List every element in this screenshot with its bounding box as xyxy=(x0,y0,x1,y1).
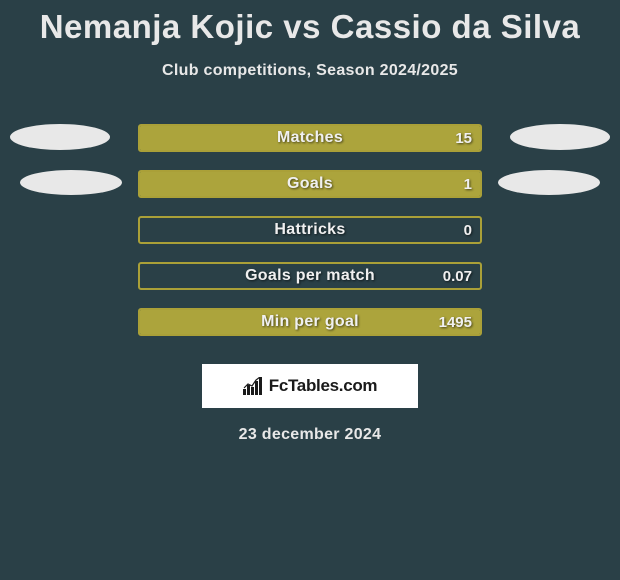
stat-label: Goals xyxy=(140,175,480,193)
stat-row: Goals per match0.07 xyxy=(0,262,620,290)
right-ellipse xyxy=(498,170,600,195)
stat-row: Matches15 xyxy=(0,124,620,152)
stat-label: Hattricks xyxy=(140,221,480,239)
logo-box[interactable]: FcTables.com xyxy=(202,364,418,408)
left-ellipse xyxy=(20,170,122,195)
stat-value: 0 xyxy=(464,222,472,239)
stat-value: 1 xyxy=(464,176,472,193)
right-ellipse xyxy=(510,124,610,150)
stat-row: Goals1 xyxy=(0,170,620,198)
stat-bar: Goals1 xyxy=(138,170,482,198)
stat-bar: Hattricks0 xyxy=(138,216,482,244)
stat-label: Min per goal xyxy=(140,313,480,331)
stat-label: Goals per match xyxy=(140,267,480,285)
logo-chart-icon xyxy=(243,377,265,395)
stat-label: Matches xyxy=(140,129,480,147)
stat-bar: Goals per match0.07 xyxy=(138,262,482,290)
subtitle: Club competitions, Season 2024/2025 xyxy=(162,62,458,80)
comparison-rows: Matches15 Goals1 Hattricks0 Goals per match… xyxy=(0,124,620,354)
logo-text: FcTables.com xyxy=(269,376,378,396)
stat-value: 1495 xyxy=(439,314,472,331)
stat-bar: Min per goal1495 xyxy=(138,308,482,336)
page-title: Nemanja Kojic vs Cassio da Silva xyxy=(40,8,581,46)
stat-row: Min per goal1495 xyxy=(0,308,620,336)
left-ellipse xyxy=(10,124,110,150)
stat-value: 0.07 xyxy=(443,268,472,285)
stat-value: 15 xyxy=(455,130,472,147)
date-label: 23 december 2024 xyxy=(239,426,382,444)
main-container: Nemanja Kojic vs Cassio da Silva Club co… xyxy=(0,0,620,444)
stat-row: Hattricks0 xyxy=(0,216,620,244)
stat-bar: Matches15 xyxy=(138,124,482,152)
